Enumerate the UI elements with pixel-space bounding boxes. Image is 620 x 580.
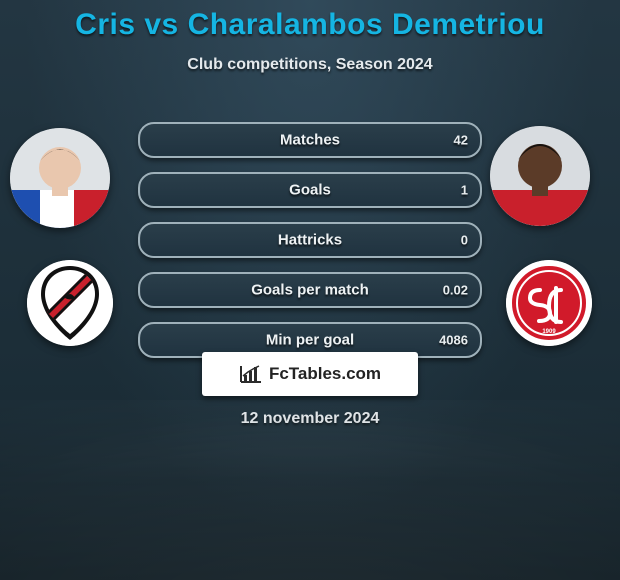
stat-bar-matches: Matches 42: [138, 122, 482, 158]
stat-bar-goals: Goals 1: [138, 172, 482, 208]
stat-label: Min per goal: [266, 332, 354, 349]
svg-text:1909: 1909: [542, 329, 556, 335]
player-right-avatar-icon: [490, 126, 590, 226]
stat-right-value: 4086: [439, 333, 468, 348]
stat-bar-fill-left: [140, 224, 141, 256]
stat-right-value: 42: [454, 133, 468, 148]
stat-bar-fill-left: [140, 274, 141, 306]
club-left-badge-icon: [27, 260, 113, 346]
player-left-avatar-icon: [10, 128, 110, 228]
stat-label: Hattricks: [278, 232, 342, 249]
stat-label: Goals per match: [251, 282, 369, 299]
stat-label: Matches: [280, 132, 340, 149]
player-right-avatar: [490, 126, 590, 226]
club-right-badge: 1909: [506, 260, 592, 346]
date-label: 12 november 2024: [0, 410, 620, 428]
stat-bar-hattricks: Hattricks 0: [138, 222, 482, 258]
brand-text: FcTables.com: [269, 364, 381, 384]
club-right-badge-icon: 1909: [506, 260, 592, 346]
brand-box[interactable]: FcTables.com: [202, 352, 418, 396]
stat-label: Goals: [289, 182, 331, 199]
stat-bars: Matches 42 Goals 1 Hattricks 0 Goals per…: [138, 122, 482, 372]
stat-bar-fill-left: [140, 324, 141, 356]
stat-bar-goals-per-match: Goals per match 0.02: [138, 272, 482, 308]
subtitle: Club competitions, Season 2024: [0, 56, 620, 74]
page-title: Cris vs Charalambos Demetriou: [0, 0, 620, 42]
stat-right-value: 1: [461, 183, 468, 198]
player-left-avatar: [10, 128, 110, 228]
bar-chart-icon: [239, 364, 263, 384]
stat-right-value: 0.02: [443, 283, 468, 298]
club-left-badge: [27, 260, 113, 346]
stat-right-value: 0: [461, 233, 468, 248]
stat-bar-fill-left: [140, 174, 141, 206]
stat-bar-fill-left: [140, 124, 141, 156]
